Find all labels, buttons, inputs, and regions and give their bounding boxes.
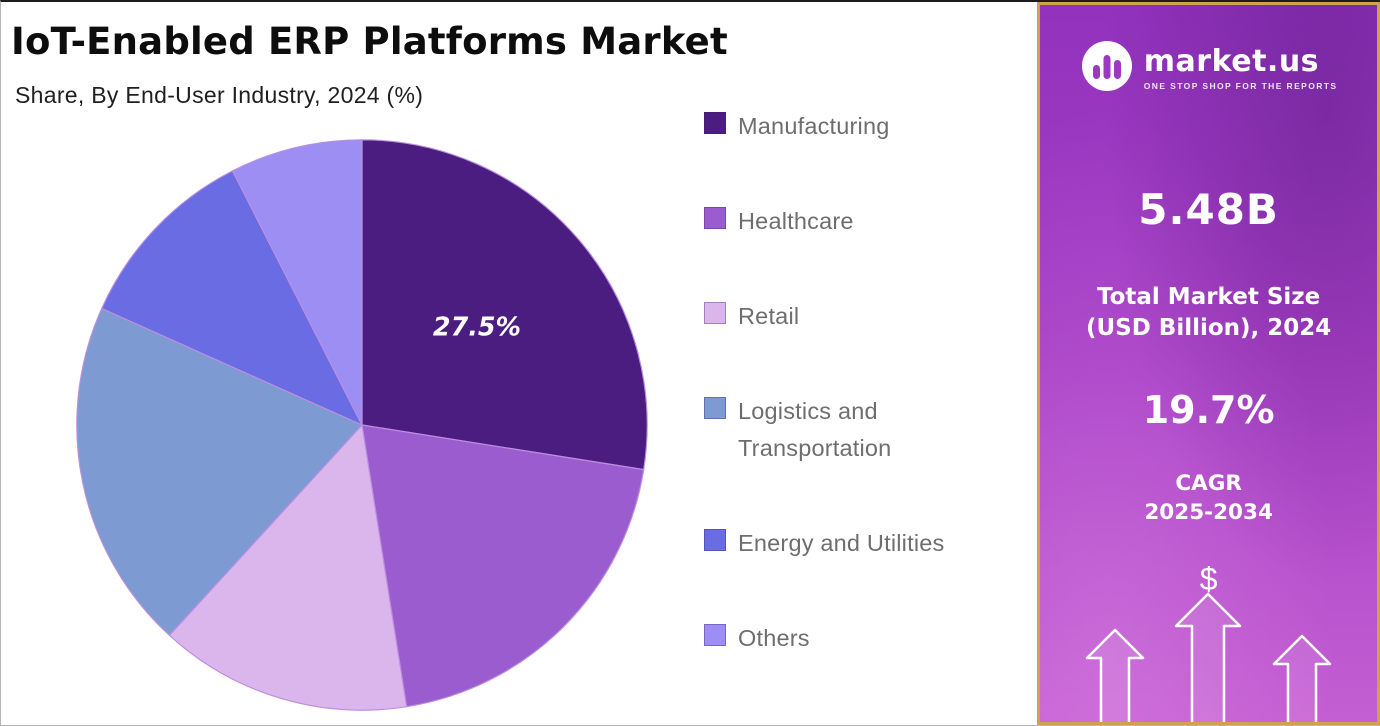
legend-swatch: [704, 302, 726, 325]
summary-panel: market.us ONE STOP SHOP FOR THE REPORTS …: [1037, 2, 1380, 725]
brand-name: market.us: [1143, 44, 1320, 80]
legend-label: Manufacturing: [738, 113, 890, 139]
growth-arrows-icon: [1086, 592, 1332, 722]
legend-label: Retail: [738, 303, 800, 330]
legend-label: Energy and Utilities: [738, 529, 945, 556]
chart-area: IoT-Enabled ERP Platforms Market Share, …: [1, 2, 1038, 725]
brand: market.us ONE STOP SHOP FOR THE REPORTS: [1040, 39, 1377, 98]
legend-item-healthcare: Healthcare: [704, 203, 976, 239]
cagr-value: 19.7%: [1142, 388, 1275, 432]
dollar-sign: $: [1199, 561, 1218, 597]
pie-chart: 27.5%: [76, 139, 648, 711]
legend-label: Others: [738, 624, 810, 651]
brand-text: market.us ONE STOP SHOP FOR THE REPORTS: [1144, 46, 1338, 91]
legend-swatch: [704, 623, 726, 646]
page-subtitle: Share, By End-User Industry, 2024 (%): [15, 82, 424, 108]
page-title: IoT-Enabled ERP Platforms Market: [11, 20, 728, 63]
legend-item-retail: Retail: [704, 298, 976, 334]
pie-slice-logistics-and-transportation: [76, 307, 363, 637]
legend-swatch: [704, 207, 726, 230]
legend-item-logistics-and-transportation: Logistics and Transportation: [704, 393, 976, 466]
legend-swatch: [704, 528, 726, 551]
brand-tagline: ONE STOP SHOP FOR THE REPORTS: [1143, 80, 1338, 91]
pie-slice-manufacturing: [361, 139, 648, 471]
pie-slice-retail: [168, 423, 408, 711]
pie-slice-healthcare: [361, 424, 645, 708]
market-size-label-line1: Total Market Size: [1096, 284, 1321, 310]
legend-item-others: Others: [704, 620, 976, 656]
pie-slice-energy-and-utilities: [100, 170, 364, 427]
pie-slice-others: [231, 139, 363, 426]
legend-label: Logistics and Transportation: [738, 398, 892, 461]
legend-item-manufacturing: Manufacturing: [704, 108, 976, 144]
legend-swatch: [704, 397, 726, 420]
cagr-label-line1: CAGR: [1175, 471, 1242, 496]
chart-legend: Manufacturing Healthcare Retail Logistics a…: [704, 108, 976, 656]
legend-label: Healthcare: [738, 208, 854, 235]
cagr-label: CAGR 2025-2034: [1040, 469, 1377, 527]
market-us-logo-icon: [1080, 39, 1134, 98]
market-size-label: Total Market Size (USD Billion), 2024: [1040, 282, 1377, 344]
legend-swatch: [704, 112, 726, 134]
pie-data-label: 27.5%: [433, 312, 521, 342]
legend-item-energy-and-utilities: Energy and Utilities: [704, 525, 976, 561]
market-size-value: 5.48B: [1138, 185, 1279, 234]
market-size-label-line2: (USD Billion), 2024: [1085, 315, 1332, 342]
cagr-label-line2: 2025-2034: [1144, 500, 1273, 526]
